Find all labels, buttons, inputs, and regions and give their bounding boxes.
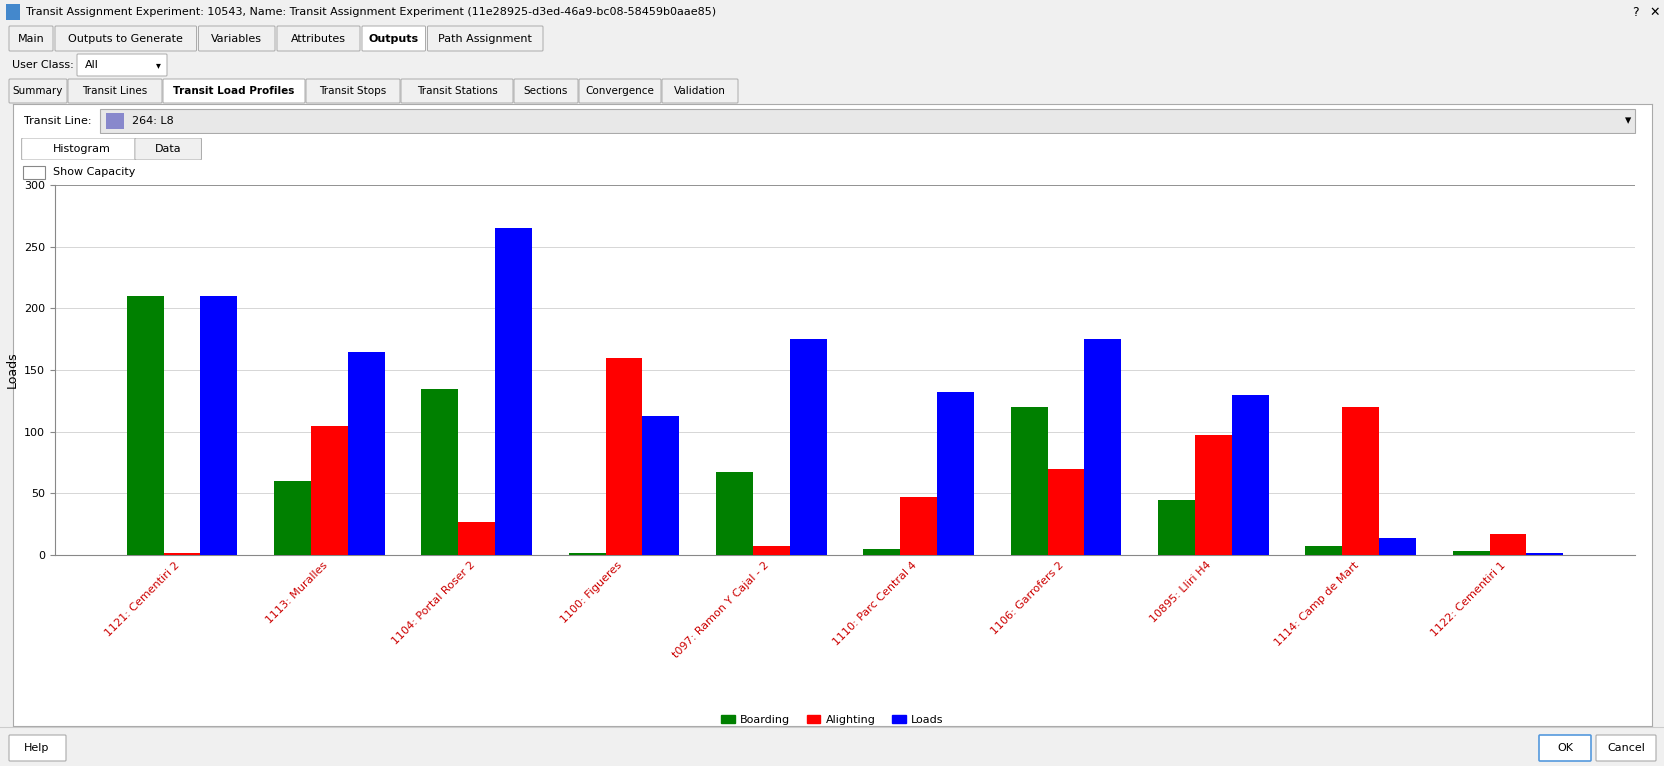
FancyBboxPatch shape <box>22 138 143 160</box>
Text: Transit Line:: Transit Line: <box>23 116 92 126</box>
FancyBboxPatch shape <box>77 54 166 76</box>
FancyBboxPatch shape <box>163 79 305 103</box>
Bar <box>1010 407 1047 555</box>
FancyBboxPatch shape <box>306 79 399 103</box>
Text: Summary: Summary <box>13 86 63 96</box>
Bar <box>421 388 458 555</box>
FancyBboxPatch shape <box>1596 735 1656 761</box>
Bar <box>1341 407 1378 555</box>
Bar <box>642 416 679 555</box>
FancyBboxPatch shape <box>662 79 737 103</box>
Bar <box>569 552 606 555</box>
Text: Transit Load Profiles: Transit Load Profiles <box>173 86 295 96</box>
Bar <box>789 339 825 555</box>
FancyBboxPatch shape <box>1538 735 1591 761</box>
Text: All: All <box>85 60 98 70</box>
Text: Convergence: Convergence <box>586 86 654 96</box>
Text: Transit Assignment Experiment: 10543, Name: Transit Assignment Experiment (11e28: Transit Assignment Experiment: 10543, Na… <box>27 7 716 17</box>
Text: Outputs to Generate: Outputs to Generate <box>68 34 183 44</box>
FancyBboxPatch shape <box>8 735 67 761</box>
FancyBboxPatch shape <box>428 26 542 51</box>
Bar <box>900 497 937 555</box>
Text: ▾: ▾ <box>1624 114 1631 127</box>
FancyBboxPatch shape <box>401 79 513 103</box>
Text: ?: ? <box>1631 5 1637 18</box>
Bar <box>864 548 900 555</box>
Bar <box>1231 394 1268 555</box>
FancyBboxPatch shape <box>579 79 661 103</box>
Text: Main: Main <box>18 34 45 44</box>
Text: OK: OK <box>1556 743 1572 753</box>
FancyBboxPatch shape <box>276 26 359 51</box>
Text: User Class:: User Class: <box>12 60 73 70</box>
Text: Transit Stations: Transit Stations <box>416 86 498 96</box>
Text: Sections: Sections <box>524 86 567 96</box>
Text: Transit Stops: Transit Stops <box>319 86 386 96</box>
Bar <box>1158 499 1195 555</box>
Text: Attributes: Attributes <box>291 34 346 44</box>
Bar <box>458 522 494 555</box>
Bar <box>1083 339 1120 555</box>
Text: Transit Lines: Transit Lines <box>82 86 148 96</box>
Bar <box>348 352 384 555</box>
FancyBboxPatch shape <box>361 26 426 51</box>
Bar <box>1305 546 1341 555</box>
Bar <box>606 358 642 555</box>
Bar <box>1195 435 1231 555</box>
FancyBboxPatch shape <box>514 79 577 103</box>
Text: Data: Data <box>155 144 181 154</box>
Bar <box>7 4 20 20</box>
Bar <box>1451 552 1489 555</box>
Bar <box>752 546 789 555</box>
Text: 264: L8: 264: L8 <box>131 116 173 126</box>
Text: Show Capacity: Show Capacity <box>53 167 135 177</box>
Text: Variables: Variables <box>211 34 263 44</box>
Text: Help: Help <box>25 743 50 753</box>
Bar <box>1378 538 1414 555</box>
Text: Cancel: Cancel <box>1606 743 1644 753</box>
Bar <box>105 113 123 129</box>
Legend: Boarding, Alighting, Loads: Boarding, Alighting, Loads <box>717 711 947 729</box>
Bar <box>716 473 752 555</box>
Bar <box>1526 552 1562 555</box>
Bar <box>1489 534 1526 555</box>
FancyBboxPatch shape <box>68 79 161 103</box>
Bar <box>311 425 348 555</box>
Text: ▾: ▾ <box>155 60 160 70</box>
Bar <box>1047 469 1083 555</box>
FancyBboxPatch shape <box>55 26 196 51</box>
Bar <box>23 166 45 179</box>
Bar <box>200 296 238 555</box>
FancyBboxPatch shape <box>8 79 67 103</box>
Text: Outputs: Outputs <box>368 34 419 44</box>
Bar <box>275 481 311 555</box>
FancyBboxPatch shape <box>8 26 53 51</box>
Text: Histogram: Histogram <box>53 144 111 154</box>
FancyBboxPatch shape <box>135 138 201 160</box>
Bar <box>126 296 163 555</box>
Y-axis label: Loads: Loads <box>5 352 18 388</box>
FancyBboxPatch shape <box>198 26 275 51</box>
Text: Path Assignment: Path Assignment <box>438 34 532 44</box>
Text: ✕: ✕ <box>1649 5 1659 18</box>
FancyBboxPatch shape <box>100 109 1634 133</box>
Bar <box>163 552 200 555</box>
Bar <box>937 392 973 555</box>
Text: Validation: Validation <box>674 86 726 96</box>
Bar <box>494 228 531 555</box>
